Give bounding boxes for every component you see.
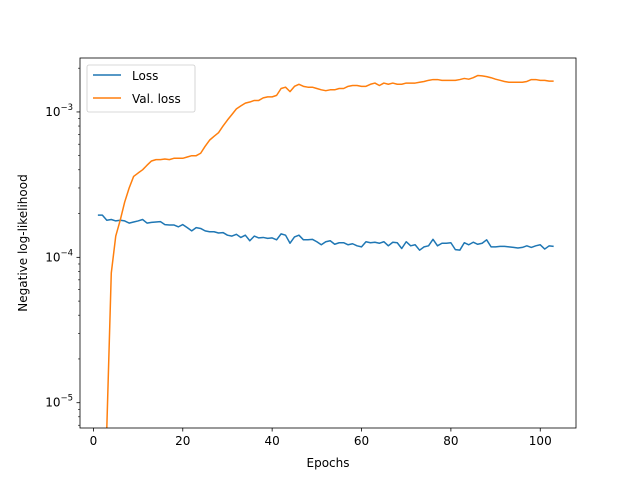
x-tick-label: 20 [175,434,190,448]
x-axis-ticks: 0 20 40 60 80 100 [90,428,552,448]
x-tick-label: 40 [265,434,280,448]
legend-label-loss: Loss [132,69,158,83]
x-tick-label: 0 [90,434,98,448]
x-tick-label: 60 [354,434,369,448]
series-layer [97,74,554,428]
x-tick-label: 100 [529,434,552,448]
legend-label-val-loss: Val. loss [132,92,181,106]
x-axis-label: Epochs [307,456,350,470]
legend-box [86,64,196,113]
y-axis-ticks: 10−5 10−4 10−3 [45,67,80,426]
series-line-val-loss [106,74,554,428]
plot-area [80,58,576,428]
y-tick-label: 10−4 [45,248,73,264]
y-tick-label: 10−5 [45,394,73,410]
x-tick-label: 80 [443,434,458,448]
y-axis-label: Negative log-likelihood [16,174,30,311]
legend: Loss Val. loss [86,64,196,113]
series-line-loss [97,214,554,251]
y-tick-label: 10−3 [45,103,73,119]
axes-frame [79,57,577,429]
